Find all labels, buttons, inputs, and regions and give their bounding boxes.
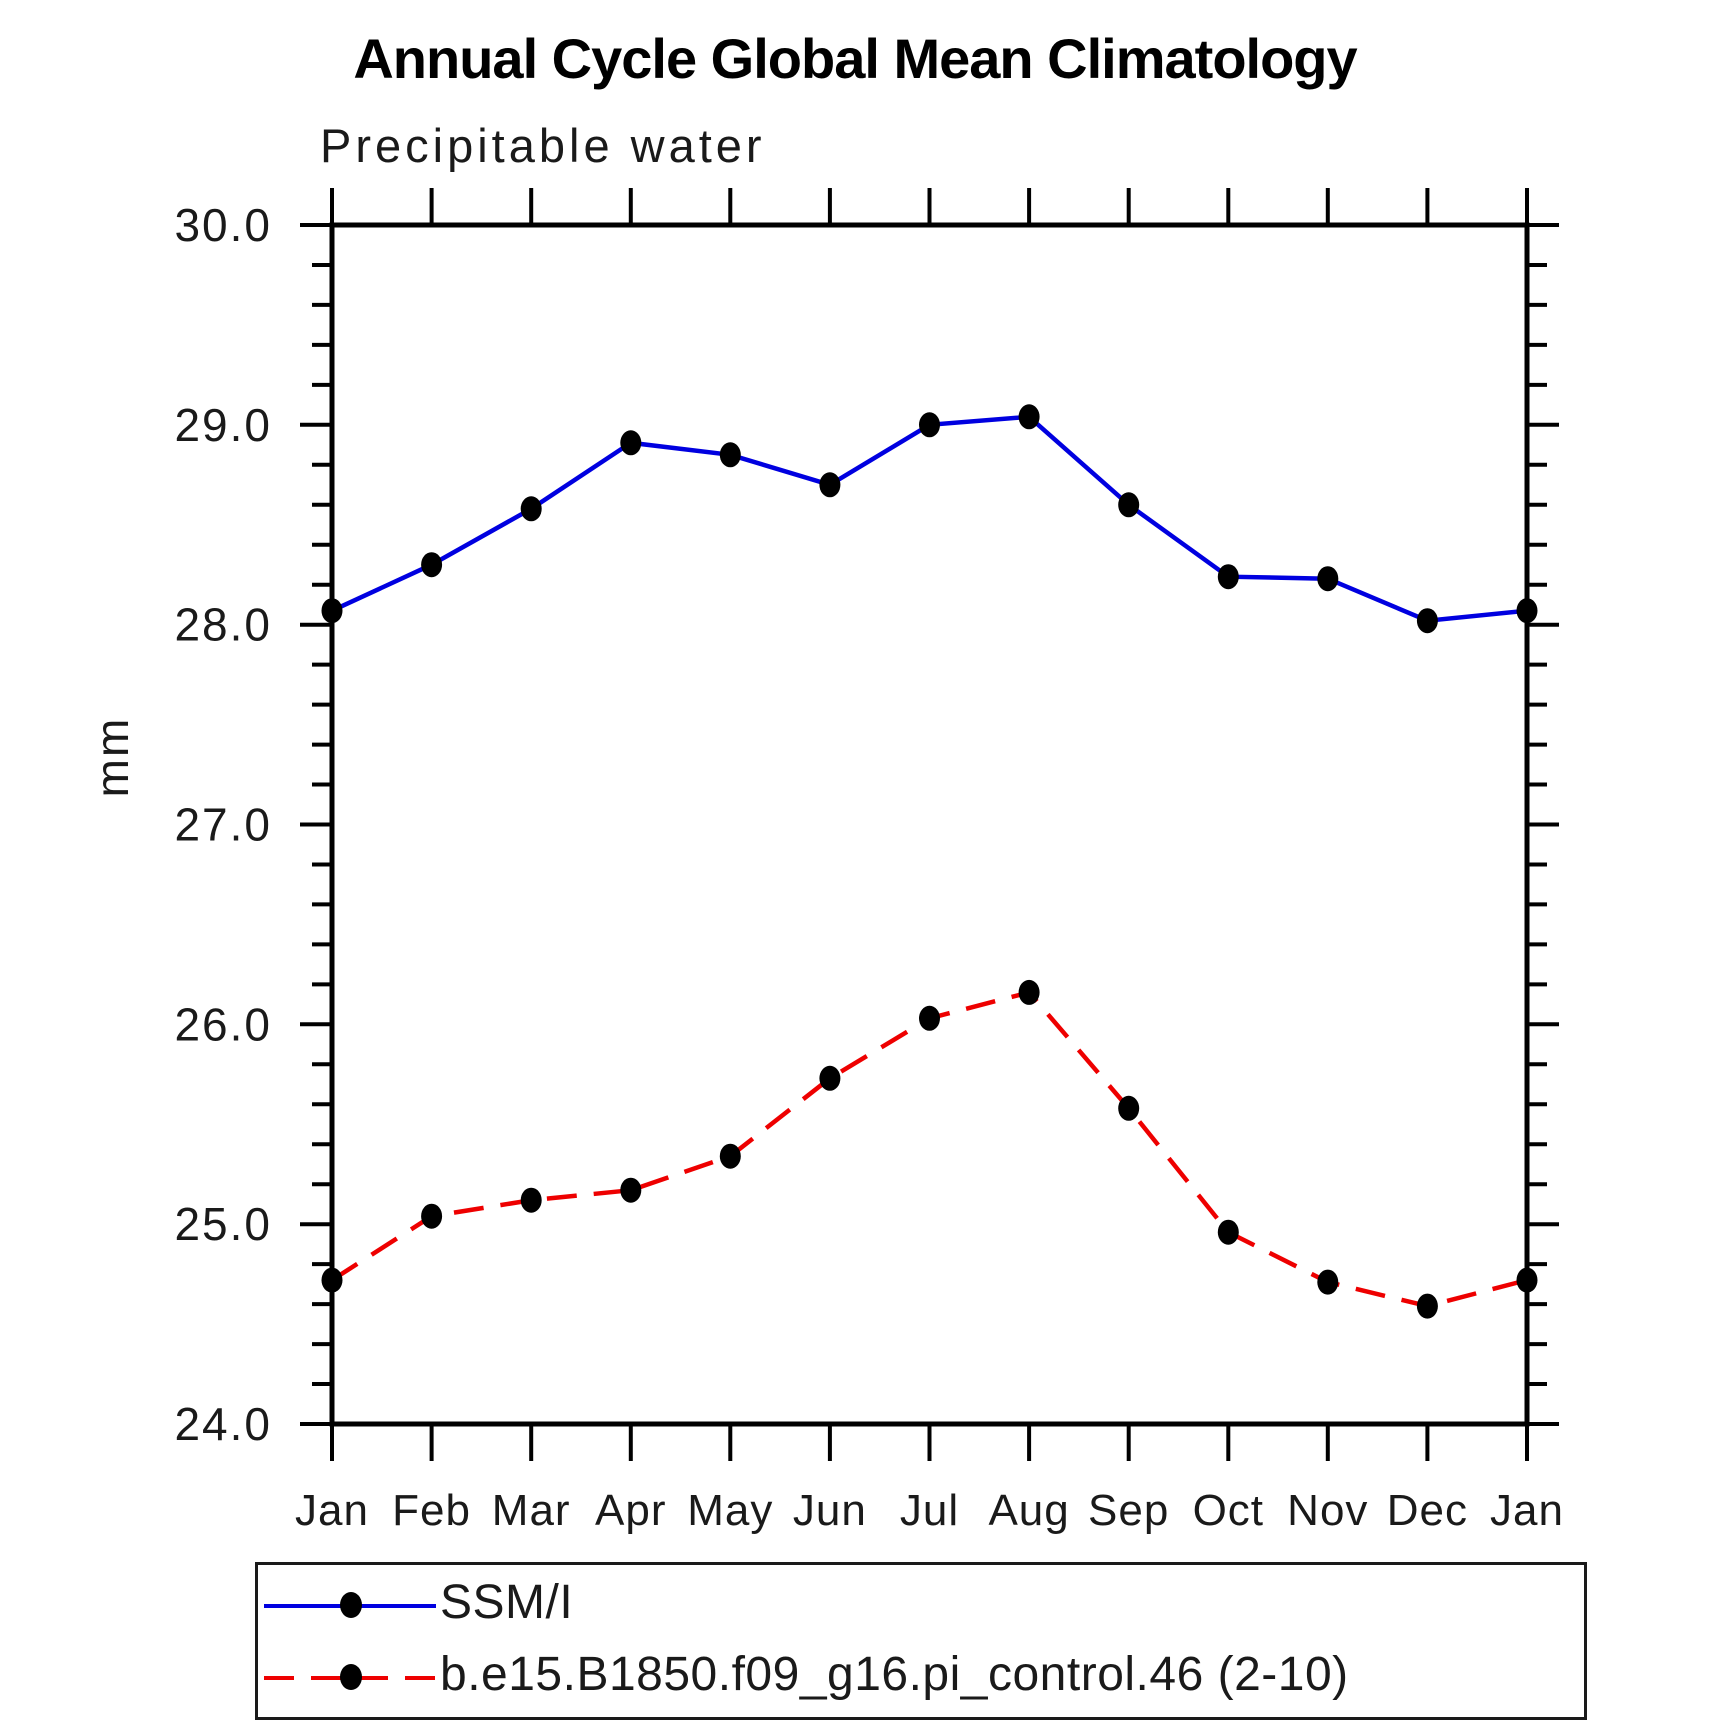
data-point-marker [1317,1269,1339,1295]
data-point-marker [1217,564,1239,590]
y-tick-label: 29.0 [174,399,272,451]
data-point-marker [919,412,940,438]
data-point-marker [919,1005,940,1031]
y-tick-label: 26.0 [174,998,272,1050]
x-tick-label: May [687,1486,773,1535]
x-tick-label: Aug [988,1486,1069,1535]
x-tick-label: Jun [793,1486,867,1535]
data-point-marker [421,552,443,578]
x-tick-label: Jan [1490,1486,1564,1535]
model-line [330,989,1528,1309]
data-point-marker [421,1203,443,1229]
y-tick-label: 24.0 [174,1398,272,1450]
data-point-marker [1217,1219,1239,1245]
data-point-marker [321,598,343,624]
data-point-marker [819,1065,841,1091]
y-tick-label: 30.0 [174,199,272,251]
data-point-marker [719,442,741,468]
data-point-marker [1416,1293,1438,1319]
data-point-marker [1516,598,1538,624]
data-point-marker [1018,404,1040,430]
data-point-marker [1416,608,1438,634]
data-point-marker [1118,492,1140,518]
y-tick-label: 25.0 [174,1198,272,1250]
chart-subtitle: Precipitable water [320,119,766,172]
data-point-marker [620,1177,642,1203]
data-point-marker [520,1187,542,1213]
x-tick-label: Oct [1193,1486,1264,1535]
legend-label-model: b.e15.B1850.f09_g16.pi_control.46 (2-10) [440,1648,1349,1701]
chart-title: Annual Cycle Global Mean Climatology [353,27,1357,90]
legend-marker-dot [340,1592,362,1618]
data-point-marker [719,1143,741,1169]
x-tick-label: Feb [392,1486,471,1535]
x-tick-label: Apr [595,1486,666,1535]
x-tick-label: Jan [295,1486,369,1535]
legend-label-ssmi: SSM/I [440,1576,574,1629]
x-tick-label: Mar [492,1486,571,1535]
data-point-marker [819,472,841,498]
data-point-marker [1317,566,1339,592]
data-point-marker [321,1267,343,1293]
data-point-marker [1118,1095,1140,1121]
data-point-marker [1516,1267,1538,1293]
x-tick-label: Jul [900,1486,959,1535]
data-point-marker [520,496,542,522]
data-point-marker [1018,979,1040,1005]
x-tick-label: Dec [1387,1486,1468,1535]
x-tick-label: Sep [1088,1486,1169,1535]
legend-marker-dot [340,1664,362,1690]
plot-frame [329,222,1530,1427]
ssmi-line [331,414,1528,623]
x-tick-label: Nov [1287,1486,1368,1535]
y-tick-label: 27.0 [174,799,272,851]
data-point-marker [620,430,642,456]
legend-box: SSM/I b.e15.B1850.f09_g16.pi_control.46 … [255,1562,1587,1720]
y-tick-label: 28.0 [174,599,272,651]
